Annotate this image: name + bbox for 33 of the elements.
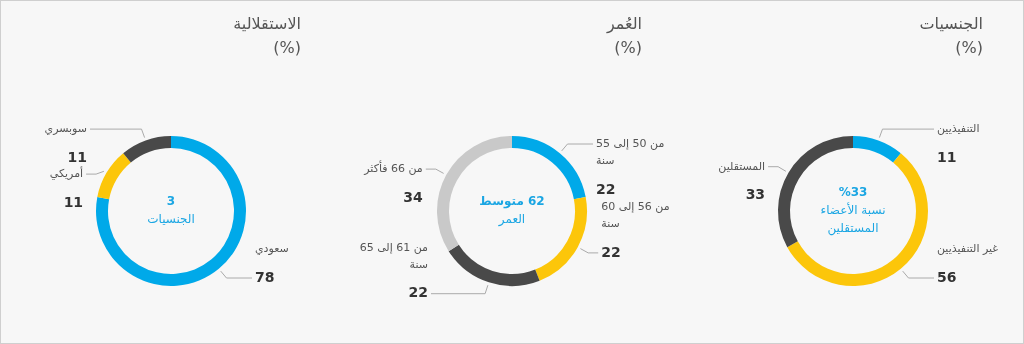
text: نسبة الأعضاء: [820, 202, 886, 218]
chart-title: الجنسيات: [919, 14, 983, 34]
slice-label: من 50 إلى 55 سنة: [596, 136, 665, 167]
slice-label: التنفيذيين: [937, 122, 980, 135]
slice-label: سوبسري: [44, 122, 87, 135]
slice-label: سعودي: [255, 241, 289, 255]
text: 3: [166, 194, 176, 209]
chart-title: العُمر: [605, 14, 642, 35]
chart-title: الاستقلالية: [233, 14, 301, 34]
data-label: 22: [601, 243, 621, 260]
chart-subtitle: (%): [273, 38, 301, 58]
slice-label: المستقلين: [718, 159, 766, 173]
slice-label: من 56 إلى 60 سنة: [601, 199, 670, 230]
chart-subtitle: (%): [955, 38, 983, 58]
slice-label: من 66 فأكثر: [363, 159, 423, 175]
chart-subtitle: (%): [614, 38, 642, 58]
data-label: 33: [745, 186, 766, 203]
slice-label: من 61 إلى 65 سنة: [359, 240, 429, 271]
data-label: 11: [63, 193, 84, 210]
text: المستقلين: [827, 221, 879, 237]
data-label: 22: [596, 180, 616, 197]
text: العمر: [497, 212, 526, 228]
data-label: 11: [67, 148, 87, 165]
slice-label: غير التنفيذيين: [937, 241, 999, 255]
slice-label: أمريكي: [49, 166, 84, 180]
data-label: 11: [937, 148, 957, 165]
data-label: 78: [255, 268, 275, 285]
data-label: 56: [937, 268, 957, 285]
text: الجنسيات: [147, 212, 195, 227]
data-label: 34: [403, 188, 424, 205]
text: %33: [838, 185, 868, 200]
text: 62 متوسط: [479, 194, 545, 210]
data-label: 22: [408, 284, 428, 301]
